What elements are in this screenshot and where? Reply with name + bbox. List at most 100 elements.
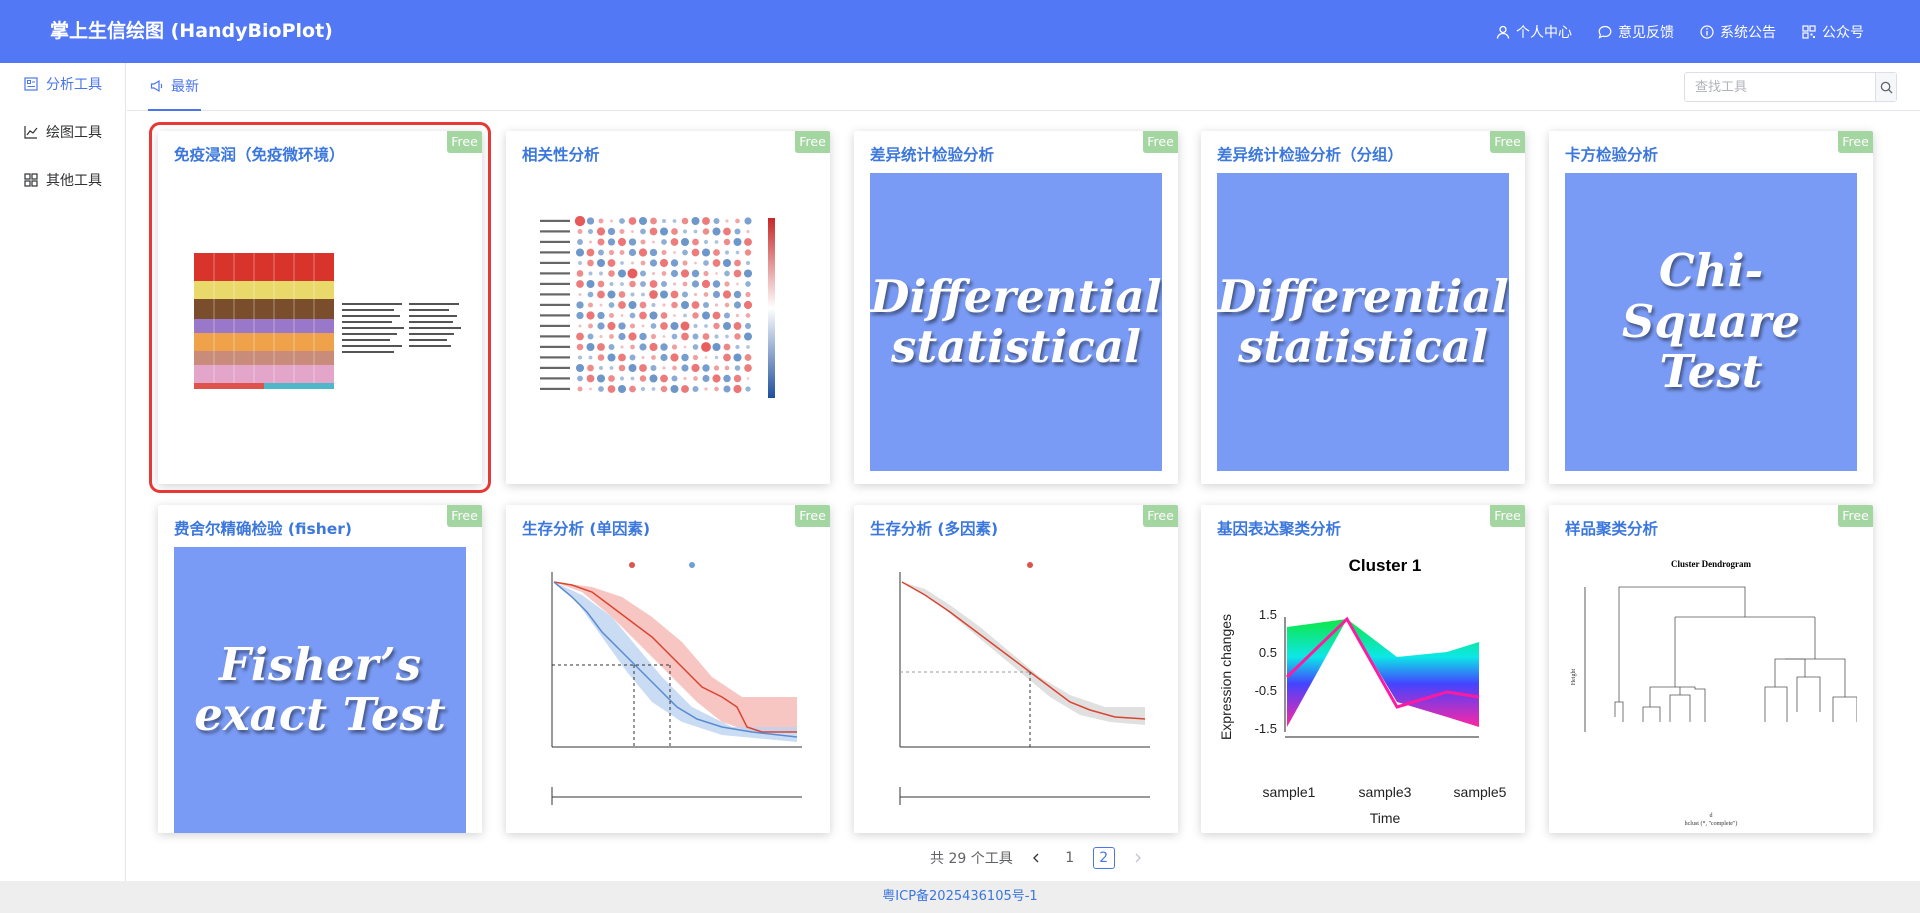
tab-label: 最新 (171, 79, 199, 95)
card-title: 差异统计检验分析（分组） (1217, 146, 1404, 164)
page-1-button[interactable]: 1 (1065, 850, 1075, 866)
sidebar-item-label: 分析工具 (46, 77, 102, 93)
cluster-expression-image: Cluster 1 1.5 0.5 -0.5 -1.5 sample1 samp… (1217, 547, 1509, 833)
sidebar-item-other-tools[interactable]: 其他工具 (24, 170, 102, 190)
qrcode-icon (1802, 24, 1816, 39)
tab-bar: 最新 (127, 63, 1920, 111)
top-nav: 个人中心 意见反馈 系统公告 公众号 (1496, 0, 1864, 63)
free-badge: Free (1838, 131, 1873, 153)
sidebar-item-label: 绘图工具 (46, 125, 102, 141)
nav-label: 意见反馈 (1618, 24, 1674, 41)
pagination: 共 29 个工具 1 2 (930, 846, 1149, 870)
tool-card-correlation[interactable]: 相关性分析 Free (506, 131, 830, 484)
nav-personal-center[interactable]: 个人中心 (1496, 22, 1572, 42)
thumbnail-placeholder: Differential statistical (1217, 173, 1509, 471)
tool-card-differential-statistics-grouped[interactable]: 差异统计检验分析（分组） Free Differential statistic… (1201, 131, 1525, 484)
y-tick: 1.5 (1259, 607, 1277, 622)
thumbnail-text: Fisher’s exact Test (194, 637, 446, 741)
megaphone-icon (150, 79, 163, 93)
free-badge: Free (1490, 505, 1525, 527)
x-tick: sample3 (1359, 784, 1412, 800)
tool-card-chi-square[interactable]: 卡方检验分析 Free Chi-Square Test (1549, 131, 1873, 484)
y-axis-label: Expression changes (1218, 614, 1234, 740)
card-title: 差异统计检验分析 (870, 146, 995, 164)
thumbnail-text: Chi-Square Test (1621, 244, 1801, 399)
search-button[interactable] (1875, 73, 1896, 101)
search-icon (1880, 81, 1893, 94)
method-label: hclust (*, "complete") (1685, 820, 1738, 827)
chevron-left-icon (1032, 853, 1039, 863)
x-axis-label: Time (1370, 810, 1401, 826)
sidebar-item-label: 其他工具 (46, 173, 102, 189)
free-badge: Free (795, 131, 830, 153)
free-badge: Free (447, 131, 482, 153)
total-count: 共 29 个工具 (930, 851, 1013, 867)
search-input[interactable] (1685, 73, 1875, 101)
nav-announcements[interactable]: 系统公告 (1700, 22, 1776, 42)
card-title: 生存分析 (单因素) (522, 520, 651, 538)
dendrogram-image: Cluster Dendrogram Height (1565, 547, 1857, 833)
tool-card-sample-cluster[interactable]: 样品聚类分析 Free Cluster Dendrogram Height (1549, 505, 1873, 833)
thumbnail-text: Differential statistical (1217, 269, 1509, 373)
prev-page-button[interactable] (1025, 847, 1047, 869)
tool-card-survival-multivariate[interactable]: 生存分析 (多因素) Free (854, 505, 1178, 833)
tab-latest[interactable]: 最新 (148, 63, 201, 111)
grid-icon (24, 173, 38, 187)
y-tick: -0.5 (1255, 683, 1277, 698)
page-2-button[interactable]: 2 (1092, 847, 1115, 869)
thumbnail-placeholder: Chi-Square Test (1565, 173, 1857, 471)
free-badge: Free (795, 505, 830, 527)
tool-card-survival-univariate[interactable]: 生存分析 (单因素) Free (506, 505, 830, 833)
card-title: 生存分析 (多因素) (870, 520, 999, 538)
km-plot-image (522, 547, 814, 833)
stacked-bar-image (174, 173, 466, 473)
analysis-icon (24, 77, 38, 91)
x-tick: sample1 (1263, 784, 1316, 800)
nav-feedback[interactable]: 意见反馈 (1598, 22, 1674, 42)
nav-label: 个人中心 (1516, 24, 1572, 41)
tool-card-immune-infiltration[interactable]: 免疫浸润（免疫微环境） Free (149, 122, 491, 493)
x-axis-label: d (1710, 813, 1713, 819)
user-icon (1496, 25, 1510, 39)
card-title: 费舍尔精确检验 (fisher) (174, 520, 352, 538)
correlation-heatmap-image (522, 173, 814, 473)
card-title: 基因表达聚类分析 (1217, 520, 1342, 538)
top-header: 掌上生信绘图 (HandyBioPlot) 个人中心 意见反馈 系统公告 公众号 (0, 0, 1920, 63)
sidebar-item-analysis-tools[interactable]: 分析工具 (24, 74, 102, 94)
tool-card-fisher-exact[interactable]: 费舍尔精确检验 (fisher) Free Fisher’s exact Tes… (158, 505, 482, 833)
sidebar-item-drawing-tools[interactable]: 绘图工具 (24, 122, 102, 142)
plot-title: Cluster 1 (1349, 556, 1422, 575)
card-title: 卡方检验分析 (1565, 146, 1659, 164)
search-box (1684, 72, 1897, 102)
y-axis-label: Height (1571, 669, 1577, 686)
next-page-button[interactable] (1127, 847, 1149, 869)
app-title[interactable]: 掌上生信绘图 (HandyBioPlot) (50, 20, 333, 42)
tool-card-differential-statistics[interactable]: 差异统计检验分析 Free Differential statistical (854, 131, 1178, 484)
footer: 粤ICP备2025436105号-1 (0, 881, 1920, 913)
free-badge: Free (447, 505, 482, 527)
nav-label: 公众号 (1822, 24, 1864, 41)
free-badge: Free (1838, 505, 1873, 527)
plot-title: Cluster Dendrogram (1671, 559, 1751, 569)
card-title: 免疫浸润（免疫微环境） (174, 146, 345, 164)
card-title: 样品聚类分析 (1565, 520, 1659, 538)
free-badge: Free (1490, 131, 1525, 153)
chevron-right-icon (1135, 853, 1141, 863)
tool-card-gene-expression-cluster[interactable]: 基因表达聚类分析 Free Cluster 1 1.5 0.5 -0.5 -1.… (1201, 505, 1525, 833)
free-badge: Free (1143, 131, 1178, 153)
info-icon (1700, 24, 1714, 39)
thumbnail-placeholder: Differential statistical (870, 173, 1162, 471)
card-title: 相关性分析 (522, 146, 600, 164)
thumbnail-placeholder: Fisher’s exact Test (174, 547, 466, 833)
icp-link[interactable]: 粤ICP备2025436105号-1 (882, 889, 1038, 904)
sidebar: 分析工具 绘图工具 其他工具 (0, 63, 126, 881)
nav-official-account[interactable]: 公众号 (1802, 22, 1864, 42)
nav-label: 系统公告 (1720, 24, 1776, 41)
chart-icon (24, 126, 38, 139)
chat-icon (1598, 25, 1612, 39)
km-plot-image (870, 547, 1162, 833)
free-badge: Free (1143, 505, 1178, 527)
x-tick: sample5 (1454, 784, 1507, 800)
thumbnail-text: Differential statistical (870, 269, 1162, 373)
y-tick: 0.5 (1259, 645, 1277, 660)
